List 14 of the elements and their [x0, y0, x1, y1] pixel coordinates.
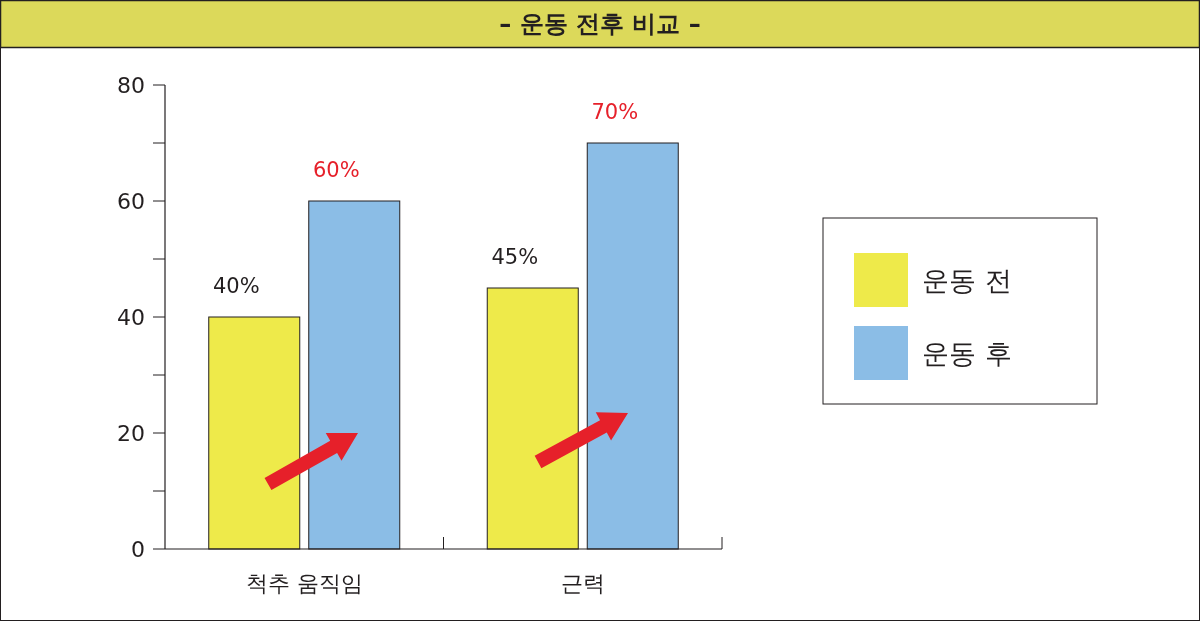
x-tick-label: 척추 움직임 — [245, 571, 363, 596]
y-tick-label: 80 — [117, 73, 145, 98]
data-label: 70% — [591, 100, 639, 124]
y-tick-label: 0 — [131, 537, 145, 562]
data-label: 40% — [212, 274, 260, 298]
y-tick-label: 60 — [117, 189, 145, 214]
y-tick-label: 20 — [117, 421, 145, 446]
data-label: 60% — [312, 158, 360, 182]
data-label: 45% — [491, 245, 539, 269]
legend-label: 운동 후 — [922, 338, 1012, 369]
chart-title: – 운동 전후 비교 – — [499, 10, 701, 38]
y-tick-label: 40 — [117, 305, 145, 330]
x-tick-label: 근력 — [560, 571, 605, 596]
legend-label: 운동 전 — [922, 265, 1012, 296]
